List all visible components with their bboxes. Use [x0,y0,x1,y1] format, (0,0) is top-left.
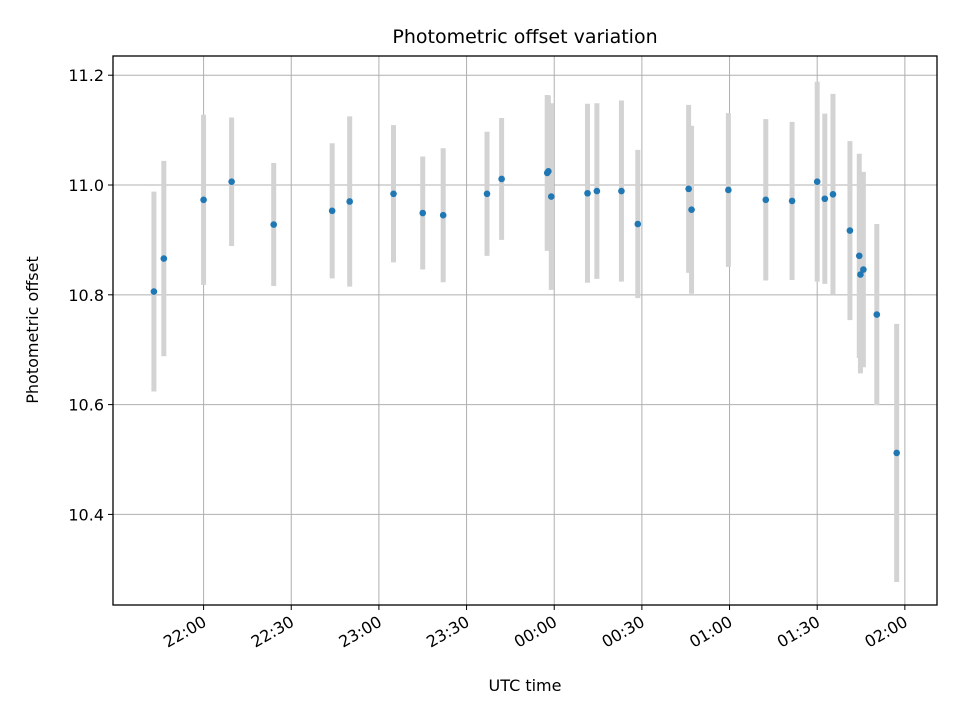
data-point [762,196,770,204]
data-point [584,189,591,197]
plot-frame [112,55,938,606]
data-point [829,191,837,198]
data-point [270,221,278,228]
y-tick-label: 10.6 [68,396,104,415]
data-point [618,187,625,195]
data-point [160,255,168,262]
data-point [846,227,854,234]
y-tick-label: 10.4 [68,505,104,524]
data-point [150,288,158,295]
y-tick-label: 11.0 [68,176,104,195]
data-point [873,311,881,318]
data-point [328,207,336,215]
data-point [346,198,353,205]
data-point [439,211,447,219]
data-point [821,195,829,203]
data-point [634,220,642,228]
chart-title: Photometric offset variation [392,26,657,48]
data-point [855,252,863,260]
data-point [545,167,552,175]
data-point [860,266,867,273]
y-axis: 10.4 10.6 10.8 11.0 11.2 [68,66,113,524]
data-point [390,190,397,198]
data-point [228,178,235,186]
data-point [688,206,695,214]
data-point [419,209,427,217]
y-axis-title: Photometric offset [23,256,42,404]
data-point [788,197,796,205]
data-points [150,167,900,457]
data-point [857,271,864,278]
x-axis-title: UTC time [489,676,562,695]
data-point [200,196,207,204]
data-point [725,186,732,194]
data-point [483,190,491,198]
data-point [685,185,692,193]
data-point [547,193,555,200]
data-point [593,187,601,195]
y-tick-label: 11.2 [68,66,104,85]
data-point [893,449,900,457]
y-tick-label: 10.8 [68,286,104,305]
data-point [498,175,505,183]
data-point [813,178,821,186]
